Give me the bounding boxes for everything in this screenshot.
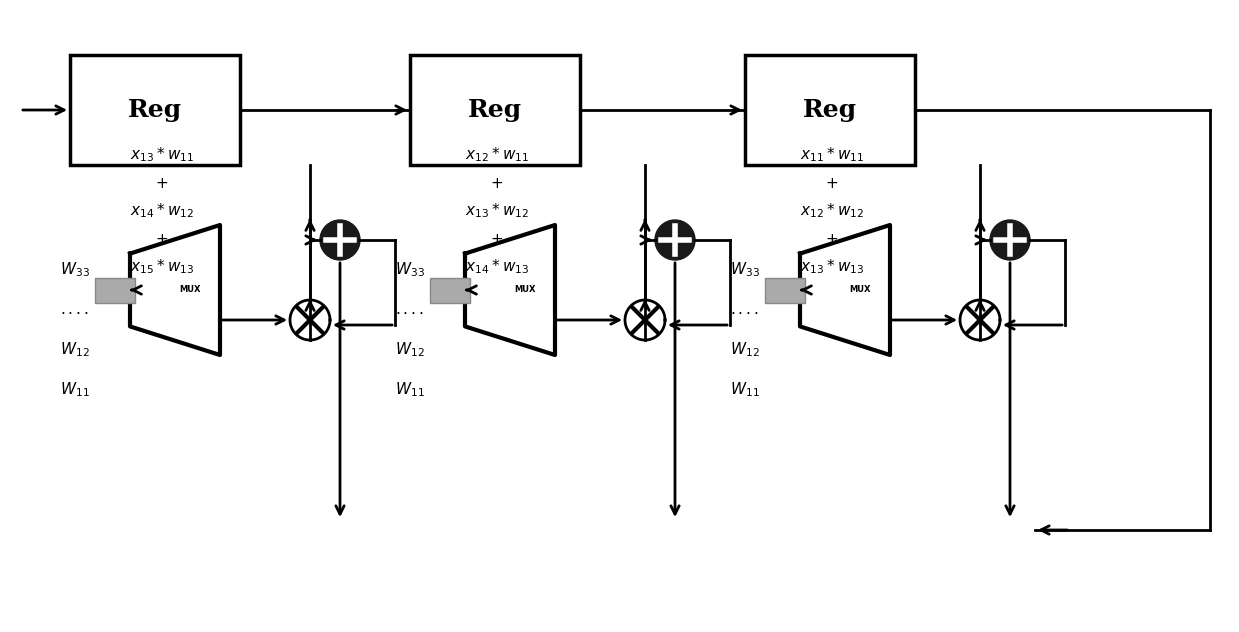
Text: $\boldsymbol{\mathit{W}}_{12}$: $\boldsymbol{\mathit{W}}_{12}$ (730, 341, 760, 360)
Text: $\mathit{x_{12}} * \mathit{w_{11}}$: $\mathit{x_{12}} * \mathit{w_{11}}$ (465, 145, 529, 164)
Text: $\boldsymbol{....}$: $\boldsymbol{....}$ (395, 303, 424, 317)
Bar (764, 277, 805, 303)
Text: $\mathit{x_{11}} * \mathit{w_{11}}$: $\mathit{x_{11}} * \mathit{w_{11}}$ (800, 145, 864, 164)
Text: MUX: MUX (180, 286, 201, 295)
Text: $+$: $+$ (825, 176, 838, 190)
Text: $\mathit{x_{13}} * \mathit{w_{13}}$: $\mathit{x_{13}} * \mathit{w_{13}}$ (800, 258, 864, 276)
Bar (95, 277, 135, 303)
Text: $+$: $+$ (825, 231, 838, 246)
Text: $\boldsymbol{\mathit{W}}_{12}$: $\boldsymbol{\mathit{W}}_{12}$ (395, 341, 425, 360)
Bar (69, 55, 240, 165)
Text: $+$: $+$ (155, 231, 169, 246)
Text: $+$: $+$ (489, 231, 503, 246)
Text: $\boldsymbol{....}$: $\boldsymbol{....}$ (59, 303, 89, 317)
Text: $\boldsymbol{....}$: $\boldsymbol{....}$ (730, 303, 758, 317)
Text: $\mathit{x_{15}} * \mathit{w_{13}}$: $\mathit{x_{15}} * \mathit{w_{13}}$ (130, 258, 195, 276)
Text: $\mathit{x_{13}} * \mathit{w_{12}}$: $\mathit{x_{13}} * \mathit{w_{12}}$ (465, 202, 529, 221)
Circle shape (655, 220, 695, 260)
Text: Reg: Reg (803, 98, 857, 122)
Text: $\boldsymbol{\mathit{W}}_{33}$: $\boldsymbol{\mathit{W}}_{33}$ (395, 260, 425, 279)
Bar (430, 277, 470, 303)
Text: MUX: MUX (514, 286, 535, 295)
Text: $\mathit{x_{13}} * \mathit{w_{11}}$: $\mathit{x_{13}} * \mathit{w_{11}}$ (130, 145, 195, 164)
Text: $+$: $+$ (155, 176, 169, 190)
Circle shape (990, 220, 1030, 260)
Text: $+$: $+$ (489, 176, 503, 190)
Text: $\boldsymbol{\mathit{W}}_{11}$: $\boldsymbol{\mathit{W}}_{11}$ (730, 380, 760, 399)
Text: $\boldsymbol{\mathit{W}}_{12}$: $\boldsymbol{\mathit{W}}_{12}$ (59, 341, 89, 360)
Text: MUX: MUX (849, 286, 871, 295)
Text: $\mathit{x_{14}} * \mathit{w_{13}}$: $\mathit{x_{14}} * \mathit{w_{13}}$ (465, 258, 529, 276)
Text: $\boldsymbol{\mathit{W}}_{33}$: $\boldsymbol{\mathit{W}}_{33}$ (730, 260, 760, 279)
Text: $\boldsymbol{\mathit{W}}_{33}$: $\boldsymbol{\mathit{W}}_{33}$ (59, 260, 90, 279)
Text: Reg: Reg (128, 98, 182, 122)
Text: $\boldsymbol{\mathit{W}}_{11}$: $\boldsymbol{\mathit{W}}_{11}$ (59, 380, 89, 399)
Text: $\mathit{x_{14}} * \mathit{w_{12}}$: $\mathit{x_{14}} * \mathit{w_{12}}$ (130, 202, 195, 221)
Text: $\mathit{x_{12}} * \mathit{w_{12}}$: $\mathit{x_{12}} * \mathit{w_{12}}$ (800, 202, 864, 221)
Bar (410, 55, 580, 165)
Text: Reg: Reg (468, 98, 522, 122)
Circle shape (320, 220, 361, 260)
Bar (745, 55, 914, 165)
Text: $\boldsymbol{\mathit{W}}_{11}$: $\boldsymbol{\mathit{W}}_{11}$ (395, 380, 425, 399)
